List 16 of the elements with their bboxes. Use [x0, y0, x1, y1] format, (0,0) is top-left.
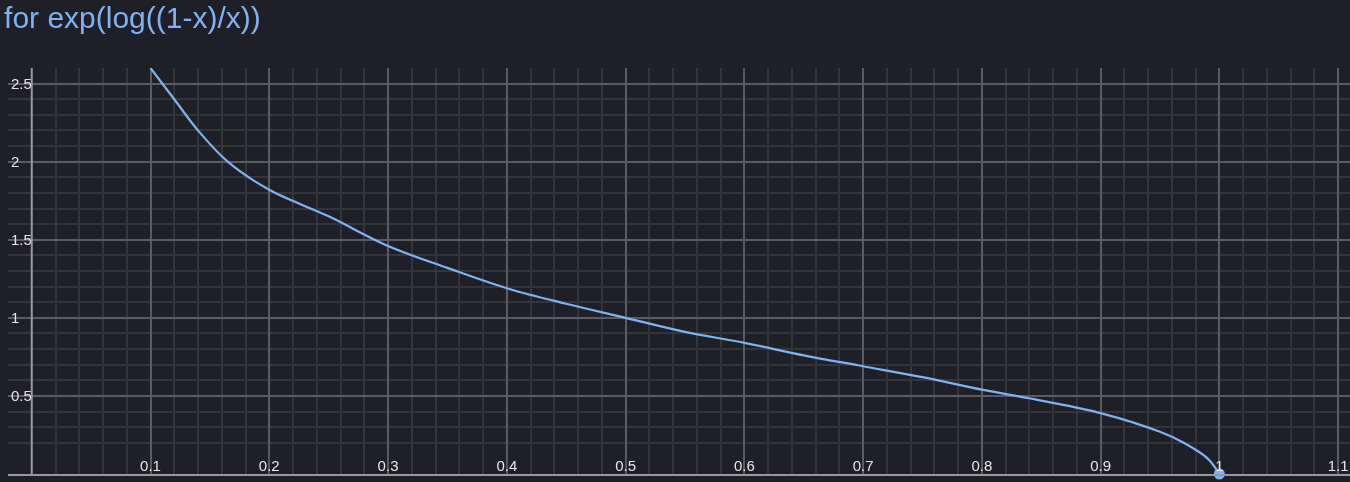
x-tick-label: 0.5	[615, 457, 636, 474]
x-tick-label: 0.3	[377, 457, 399, 474]
y-tick-label: 2.5	[11, 74, 32, 92]
chart-title: for exp(log((1-x)/x))	[4, 1, 261, 35]
y-tick-label: 1.5	[11, 231, 32, 249]
x-tick-label: 0.6	[733, 457, 755, 474]
y-tick-label: 2	[11, 152, 20, 170]
x-tick-label: 0.4	[496, 457, 518, 474]
y-tick-label: 1	[11, 309, 20, 327]
x-tick-label: 0.7	[852, 457, 874, 474]
x-tick-label: 0.9	[1090, 457, 1112, 474]
x-tick-label: 0.2	[258, 457, 280, 474]
x-tick-label: 0.1	[140, 457, 161, 474]
x-tick-label: 0.8	[971, 457, 993, 474]
x-tick-label: 1.1	[1327, 457, 1349, 474]
y-tick-label: 0.5	[11, 387, 32, 405]
